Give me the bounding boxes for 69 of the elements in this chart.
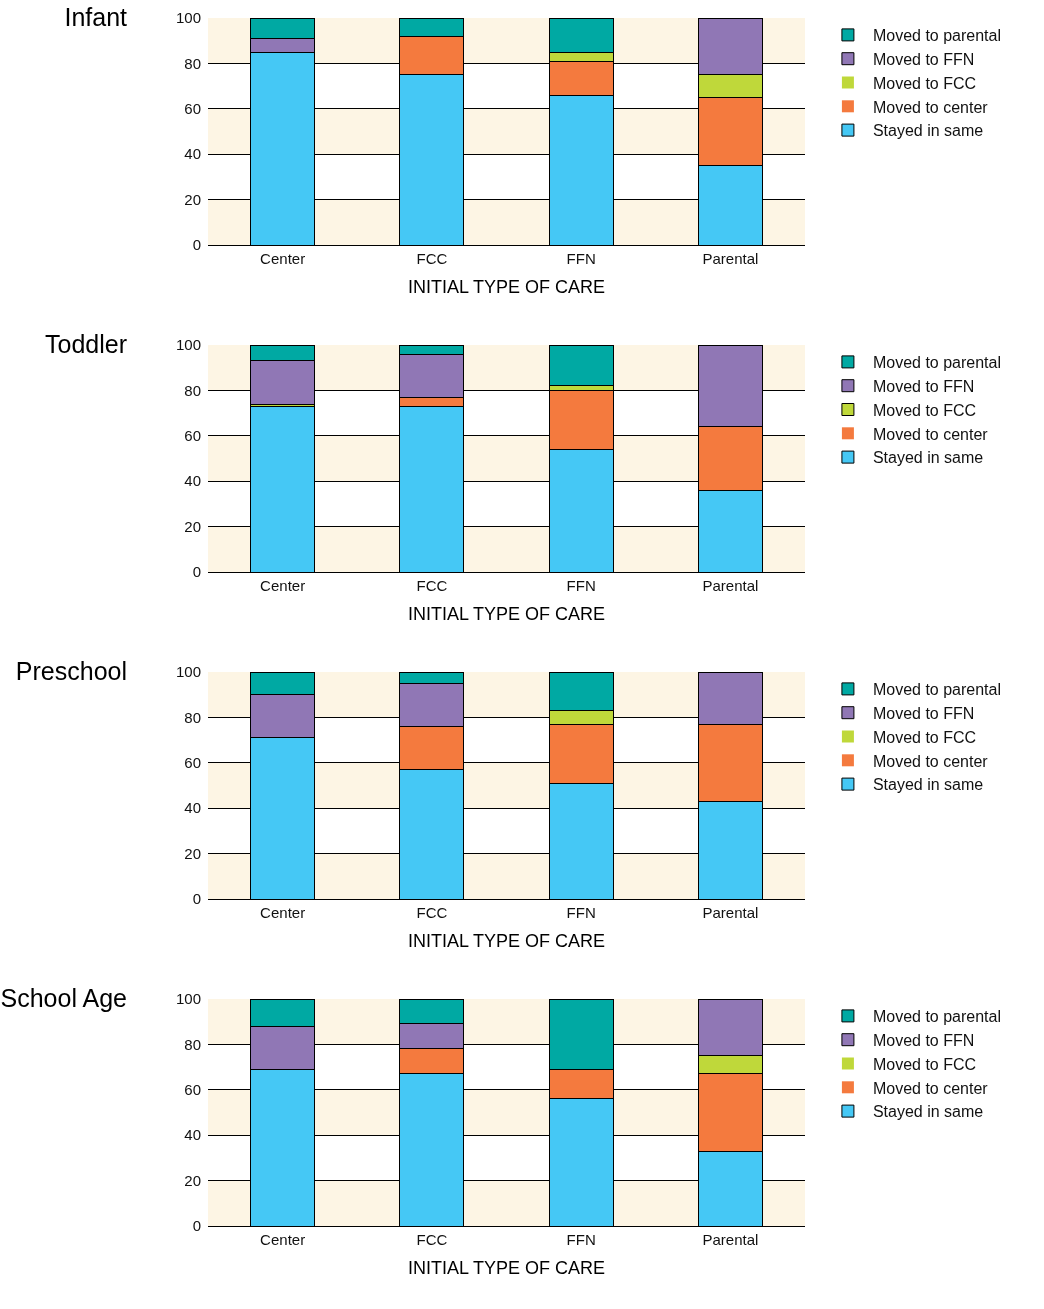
y-tick-label: 40	[184, 472, 201, 490]
y-tick-label: 0	[192, 563, 201, 581]
legend-label: Moved to FCC	[872, 401, 977, 419]
chart-title: School Age	[0, 983, 127, 1012]
y-tick-label: 100	[175, 9, 201, 27]
y-tick-label: 0	[192, 1217, 201, 1235]
legend-label: Moved to center	[872, 98, 989, 116]
legend-label: Moved to FCC	[872, 74, 977, 92]
legend-label: Moved to center	[872, 425, 989, 443]
x-tick-label: FFN	[566, 904, 596, 921]
x-tick-label: FFN	[566, 1231, 596, 1248]
y-tick-label: 40	[184, 799, 201, 817]
y-tick-label: 0	[192, 236, 201, 254]
y-tick-label: 80	[184, 1035, 201, 1053]
x-tick-label: FCC	[416, 904, 448, 921]
x-tick-label: FCC	[416, 577, 448, 594]
legend-label: Moved to center	[872, 752, 989, 770]
legend-label: Moved to FFN	[872, 1031, 975, 1049]
legend-label: Moved to center	[872, 1079, 989, 1097]
legend-label: Moved to parental	[872, 27, 1001, 45]
legend-label: Moved to parental	[872, 1008, 1001, 1026]
x-tick-label: Center	[260, 577, 306, 594]
y-tick-label: 20	[184, 517, 201, 535]
legend-label: Moved to FFN	[872, 704, 975, 722]
x-tick-label: FCC	[416, 1231, 448, 1248]
x-tick-label: Center	[260, 904, 306, 921]
x-tick-label: Center	[260, 1231, 306, 1248]
x-axis-title: INITIAL TYPE OF CARE	[407, 604, 606, 625]
legend-label: Moved to FFN	[872, 50, 975, 68]
bar	[548, 345, 614, 387]
legend-label: Moved to parental	[872, 354, 1001, 372]
chart-title: Preschool	[15, 656, 127, 685]
y-tick-label: 40	[184, 1126, 201, 1144]
y-tick-label: 20	[184, 190, 201, 208]
x-axis-title: INITIAL TYPE OF CARE	[407, 1258, 606, 1279]
x-tick-label: FFN	[566, 577, 596, 594]
legend-label: Moved to FFN	[872, 377, 975, 395]
chart-title: Infant	[64, 2, 128, 31]
x-tick-label: Parental	[702, 904, 759, 921]
y-tick-label: 60	[184, 100, 201, 118]
x-axis-title: INITIAL TYPE OF CARE	[407, 277, 606, 298]
y-tick-label: 0	[192, 890, 201, 908]
y-tick-label: 100	[175, 990, 201, 1008]
legend-label: Moved to FCC	[872, 1055, 977, 1073]
x-tick-label: Parental	[702, 1231, 759, 1248]
x-tick-label: FFN	[566, 250, 596, 267]
legend-label: Moved to FCC	[872, 728, 977, 746]
y-tick-label: 20	[184, 844, 201, 862]
legend-label: Moved to parental	[872, 681, 1001, 699]
y-tick-label: 60	[184, 1081, 201, 1099]
y-tick-label: 60	[184, 427, 201, 445]
y-tick-label: 80	[184, 54, 201, 72]
legend-label: Stayed in same	[872, 1103, 984, 1121]
y-tick-label: 80	[184, 708, 201, 726]
legend-label: Stayed in same	[872, 776, 984, 794]
y-tick-label: 40	[184, 145, 201, 163]
y-tick-label: 20	[184, 1171, 201, 1189]
x-tick-label: Parental	[702, 577, 759, 594]
y-tick-label: 60	[184, 754, 201, 772]
x-tick-label: Center	[260, 250, 306, 267]
y-tick-label: 80	[184, 381, 201, 399]
y-tick-label: 100	[175, 663, 201, 681]
x-tick-label: FCC	[416, 250, 448, 267]
legend-label: Stayed in same	[872, 449, 984, 467]
x-axis-title: INITIAL TYPE OF CARE	[407, 931, 606, 952]
x-tick-label: Parental	[702, 250, 759, 267]
chart-title: Toddler	[45, 329, 127, 358]
y-tick-label: 100	[175, 336, 201, 354]
legend-label: Stayed in same	[872, 122, 984, 140]
